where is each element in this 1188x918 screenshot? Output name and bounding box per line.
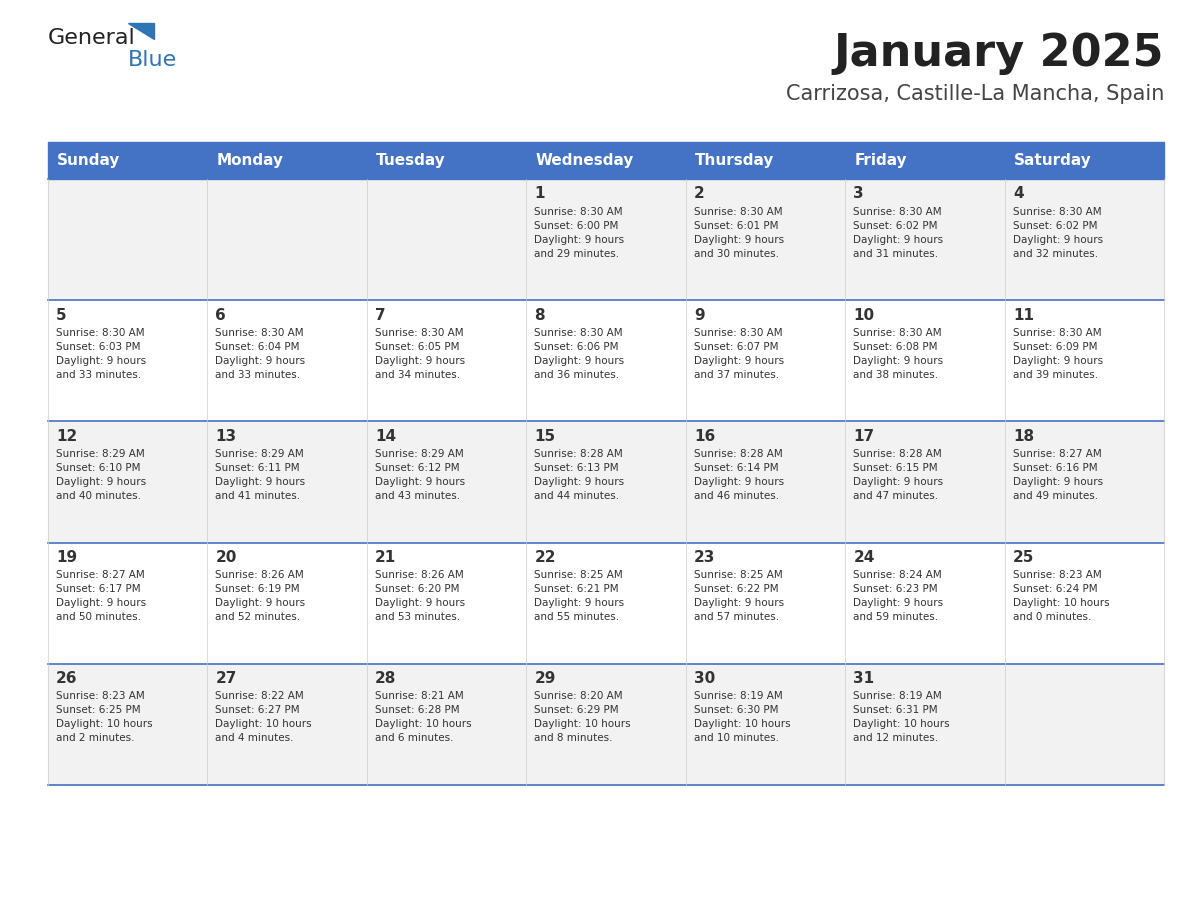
Text: Sunrise: 8:24 AM
Sunset: 6:23 PM
Daylight: 9 hours
and 59 minutes.: Sunrise: 8:24 AM Sunset: 6:23 PM Dayligh… (853, 570, 943, 622)
Bar (48, 664, 1164, 785)
Text: 9: 9 (694, 308, 704, 322)
Text: Sunrise: 8:19 AM
Sunset: 6:31 PM
Daylight: 10 hours
and 12 minutes.: Sunrise: 8:19 AM Sunset: 6:31 PM Dayligh… (853, 691, 950, 744)
Text: Sunrise: 8:30 AM
Sunset: 6:02 PM
Daylight: 9 hours
and 31 minutes.: Sunrise: 8:30 AM Sunset: 6:02 PM Dayligh… (853, 207, 943, 259)
Text: 3: 3 (853, 186, 864, 201)
Bar (207, 142, 367, 179)
Bar (48, 543, 1164, 664)
Text: 31: 31 (853, 671, 874, 686)
Polygon shape (128, 23, 154, 39)
Text: 15: 15 (535, 429, 556, 443)
Text: 11: 11 (1013, 308, 1034, 322)
Text: Sunrise: 8:30 AM
Sunset: 6:02 PM
Daylight: 9 hours
and 32 minutes.: Sunrise: 8:30 AM Sunset: 6:02 PM Dayligh… (1013, 207, 1104, 259)
Text: Sunrise: 8:20 AM
Sunset: 6:29 PM
Daylight: 10 hours
and 8 minutes.: Sunrise: 8:20 AM Sunset: 6:29 PM Dayligh… (535, 691, 631, 744)
Text: Blue: Blue (128, 50, 177, 71)
Text: Sunrise: 8:30 AM
Sunset: 6:09 PM
Daylight: 9 hours
and 39 minutes.: Sunrise: 8:30 AM Sunset: 6:09 PM Dayligh… (1013, 328, 1104, 380)
Text: 21: 21 (375, 550, 396, 565)
Text: 18: 18 (1013, 429, 1034, 443)
Text: Sunrise: 8:29 AM
Sunset: 6:10 PM
Daylight: 9 hours
and 40 minutes.: Sunrise: 8:29 AM Sunset: 6:10 PM Dayligh… (56, 449, 146, 501)
Text: 12: 12 (56, 429, 77, 443)
Text: January 2025: January 2025 (834, 32, 1164, 75)
Bar (48, 142, 207, 179)
Text: 17: 17 (853, 429, 874, 443)
Bar (526, 142, 685, 179)
Text: Sunrise: 8:28 AM
Sunset: 6:13 PM
Daylight: 9 hours
and 44 minutes.: Sunrise: 8:28 AM Sunset: 6:13 PM Dayligh… (535, 449, 625, 501)
Text: 7: 7 (375, 308, 386, 322)
Text: Sunrise: 8:26 AM
Sunset: 6:19 PM
Daylight: 9 hours
and 52 minutes.: Sunrise: 8:26 AM Sunset: 6:19 PM Dayligh… (215, 570, 305, 622)
Text: 1: 1 (535, 186, 545, 201)
Text: 20: 20 (215, 550, 236, 565)
Text: 24: 24 (853, 550, 874, 565)
Bar (1005, 142, 1164, 179)
Text: Saturday: Saturday (1015, 153, 1092, 168)
Text: Sunrise: 8:30 AM
Sunset: 6:07 PM
Daylight: 9 hours
and 37 minutes.: Sunrise: 8:30 AM Sunset: 6:07 PM Dayligh… (694, 328, 784, 380)
Text: Thursday: Thursday (695, 153, 775, 168)
Text: 5: 5 (56, 308, 67, 322)
Text: 22: 22 (535, 550, 556, 565)
Text: Sunrise: 8:30 AM
Sunset: 6:08 PM
Daylight: 9 hours
and 38 minutes.: Sunrise: 8:30 AM Sunset: 6:08 PM Dayligh… (853, 328, 943, 380)
Text: Sunrise: 8:25 AM
Sunset: 6:21 PM
Daylight: 9 hours
and 55 minutes.: Sunrise: 8:25 AM Sunset: 6:21 PM Dayligh… (535, 570, 625, 622)
Text: Sunrise: 8:28 AM
Sunset: 6:15 PM
Daylight: 9 hours
and 47 minutes.: Sunrise: 8:28 AM Sunset: 6:15 PM Dayligh… (853, 449, 943, 501)
Text: 2: 2 (694, 186, 704, 201)
Text: Sunrise: 8:30 AM
Sunset: 6:04 PM
Daylight: 9 hours
and 33 minutes.: Sunrise: 8:30 AM Sunset: 6:04 PM Dayligh… (215, 328, 305, 380)
Text: 26: 26 (56, 671, 77, 686)
Text: Sunrise: 8:21 AM
Sunset: 6:28 PM
Daylight: 10 hours
and 6 minutes.: Sunrise: 8:21 AM Sunset: 6:28 PM Dayligh… (375, 691, 472, 744)
Text: Sunrise: 8:30 AM
Sunset: 6:01 PM
Daylight: 9 hours
and 30 minutes.: Sunrise: 8:30 AM Sunset: 6:01 PM Dayligh… (694, 207, 784, 259)
Text: 28: 28 (375, 671, 397, 686)
Text: 25: 25 (1013, 550, 1035, 565)
Bar (48, 300, 1164, 421)
Text: Sunrise: 8:27 AM
Sunset: 6:17 PM
Daylight: 9 hours
and 50 minutes.: Sunrise: 8:27 AM Sunset: 6:17 PM Dayligh… (56, 570, 146, 622)
Text: Wednesday: Wednesday (536, 153, 634, 168)
Text: Sunrise: 8:22 AM
Sunset: 6:27 PM
Daylight: 10 hours
and 4 minutes.: Sunrise: 8:22 AM Sunset: 6:27 PM Dayligh… (215, 691, 312, 744)
Bar (845, 142, 1005, 179)
Text: Sunrise: 8:28 AM
Sunset: 6:14 PM
Daylight: 9 hours
and 46 minutes.: Sunrise: 8:28 AM Sunset: 6:14 PM Dayligh… (694, 449, 784, 501)
Text: General: General (48, 28, 135, 48)
Text: 29: 29 (535, 671, 556, 686)
Text: 4: 4 (1013, 186, 1024, 201)
Text: 10: 10 (853, 308, 874, 322)
Text: Monday: Monday (216, 153, 284, 168)
Bar (367, 142, 526, 179)
Text: Sunrise: 8:19 AM
Sunset: 6:30 PM
Daylight: 10 hours
and 10 minutes.: Sunrise: 8:19 AM Sunset: 6:30 PM Dayligh… (694, 691, 790, 744)
Text: Sunrise: 8:25 AM
Sunset: 6:22 PM
Daylight: 9 hours
and 57 minutes.: Sunrise: 8:25 AM Sunset: 6:22 PM Dayligh… (694, 570, 784, 622)
Text: Sunrise: 8:23 AM
Sunset: 6:24 PM
Daylight: 10 hours
and 0 minutes.: Sunrise: 8:23 AM Sunset: 6:24 PM Dayligh… (1013, 570, 1110, 622)
Text: 23: 23 (694, 550, 715, 565)
Text: 30: 30 (694, 671, 715, 686)
Text: Sunrise: 8:30 AM
Sunset: 6:00 PM
Daylight: 9 hours
and 29 minutes.: Sunrise: 8:30 AM Sunset: 6:00 PM Dayligh… (535, 207, 625, 259)
Text: 14: 14 (375, 429, 396, 443)
Text: Carrizosa, Castille-La Mancha, Spain: Carrizosa, Castille-La Mancha, Spain (786, 84, 1164, 105)
Text: Friday: Friday (854, 153, 908, 168)
Text: 16: 16 (694, 429, 715, 443)
Text: Sunrise: 8:29 AM
Sunset: 6:12 PM
Daylight: 9 hours
and 43 minutes.: Sunrise: 8:29 AM Sunset: 6:12 PM Dayligh… (375, 449, 465, 501)
Text: Sunrise: 8:30 AM
Sunset: 6:03 PM
Daylight: 9 hours
and 33 minutes.: Sunrise: 8:30 AM Sunset: 6:03 PM Dayligh… (56, 328, 146, 380)
Text: Sunrise: 8:30 AM
Sunset: 6:05 PM
Daylight: 9 hours
and 34 minutes.: Sunrise: 8:30 AM Sunset: 6:05 PM Dayligh… (375, 328, 465, 380)
Text: Sunday: Sunday (57, 153, 120, 168)
Text: Sunrise: 8:30 AM
Sunset: 6:06 PM
Daylight: 9 hours
and 36 minutes.: Sunrise: 8:30 AM Sunset: 6:06 PM Dayligh… (535, 328, 625, 380)
Bar (685, 142, 845, 179)
Text: 6: 6 (215, 308, 226, 322)
Bar (48, 179, 1164, 300)
Text: Sunrise: 8:27 AM
Sunset: 6:16 PM
Daylight: 9 hours
and 49 minutes.: Sunrise: 8:27 AM Sunset: 6:16 PM Dayligh… (1013, 449, 1104, 501)
Text: Sunrise: 8:29 AM
Sunset: 6:11 PM
Daylight: 9 hours
and 41 minutes.: Sunrise: 8:29 AM Sunset: 6:11 PM Dayligh… (215, 449, 305, 501)
Text: Sunrise: 8:26 AM
Sunset: 6:20 PM
Daylight: 9 hours
and 53 minutes.: Sunrise: 8:26 AM Sunset: 6:20 PM Dayligh… (375, 570, 465, 622)
Text: 27: 27 (215, 671, 236, 686)
Text: 19: 19 (56, 550, 77, 565)
Text: Tuesday: Tuesday (377, 153, 446, 168)
Text: 13: 13 (215, 429, 236, 443)
Text: Sunrise: 8:23 AM
Sunset: 6:25 PM
Daylight: 10 hours
and 2 minutes.: Sunrise: 8:23 AM Sunset: 6:25 PM Dayligh… (56, 691, 152, 744)
Bar (48, 421, 1164, 543)
Text: 8: 8 (535, 308, 545, 322)
